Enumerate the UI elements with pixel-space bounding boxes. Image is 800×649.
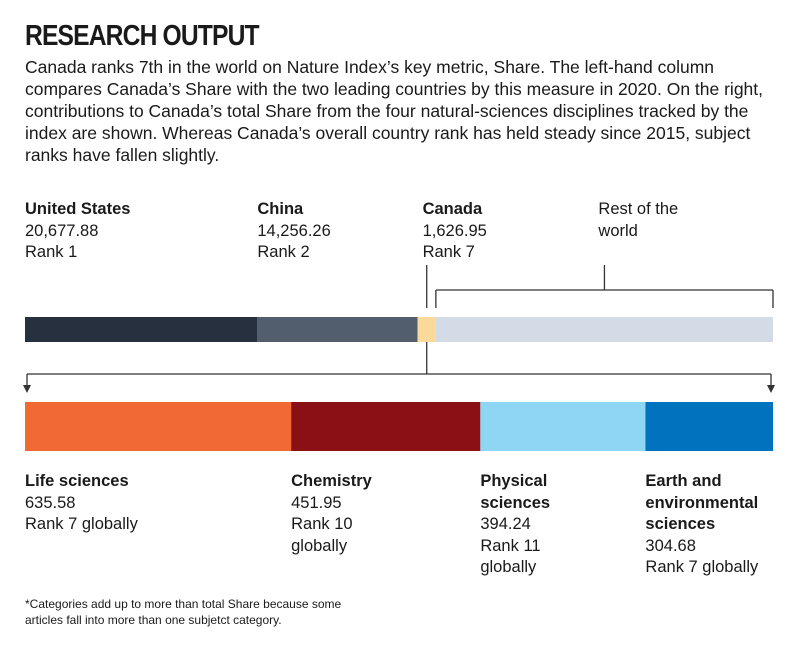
bar-segment <box>417 317 436 342</box>
bar-segment <box>25 402 292 451</box>
subject-rank: Rank 7 globally <box>645 558 759 576</box>
subject-label: Life sciences 635.58 Rank 7 globally <box>25 471 225 536</box>
arrow <box>23 385 31 393</box>
country-label: Rest of the world <box>598 199 688 242</box>
country-name: China <box>257 200 304 218</box>
country-share: 14,256.26 <box>257 221 331 240</box>
arrow <box>767 385 775 393</box>
country-name: Canada <box>422 200 483 218</box>
subject-share: 394.24 <box>480 515 531 533</box>
subject-label: Chemistry 451.95 Rank 10 globally <box>291 471 403 557</box>
country-name: Rest of the world <box>598 200 679 240</box>
subject-rank: Rank 7 globally <box>25 515 138 533</box>
title: RESEARCH OUTPUT <box>25 20 260 52</box>
bar-segment <box>291 402 481 451</box>
subject-name: Life sciences <box>25 472 129 490</box>
country-rank: Rank 2 <box>257 243 310 261</box>
bar-segment <box>25 317 258 342</box>
subject-name: Chemistry <box>291 472 372 490</box>
subject-name: Physical sciences <box>480 472 551 512</box>
subtitle: Canada ranks 7th in the world on Nature … <box>25 57 764 165</box>
country-name: United States <box>25 200 131 218</box>
country-label: Canada 1,626.95 Rank 7 <box>423 199 573 264</box>
bar-segment <box>435 317 773 342</box>
subject-label: Physical sciences 394.24 Rank 11 globally <box>480 471 592 579</box>
bar-segment <box>480 402 646 451</box>
country-share: 20,677.88 <box>25 221 99 240</box>
subject-rank: Rank 11 globally <box>480 536 541 577</box>
country-label: United States 20,677.88 Rank 1 <box>25 199 175 264</box>
subject-share: 635.58 <box>25 493 76 512</box>
country-share: 1,626.95 <box>422 221 487 240</box>
subject-label: Earth and environmental sciences 304.68 Ra… <box>645 471 775 579</box>
bar-segment <box>645 402 773 451</box>
subject-share: 451.95 <box>291 493 342 512</box>
bar-segment <box>257 317 418 342</box>
subject-name: Earth and environmental sciences <box>645 472 759 533</box>
country-rank: Rank 1 <box>25 243 78 261</box>
country-label: China 14,256.26 Rank 2 <box>257 199 407 264</box>
country-rank: Rank 7 <box>422 243 475 261</box>
subject-share: 304.68 <box>645 536 696 555</box>
subject-rank: Rank 10 globally <box>291 515 353 555</box>
footnote: *Categories add up to more than total Sh… <box>25 597 342 627</box>
